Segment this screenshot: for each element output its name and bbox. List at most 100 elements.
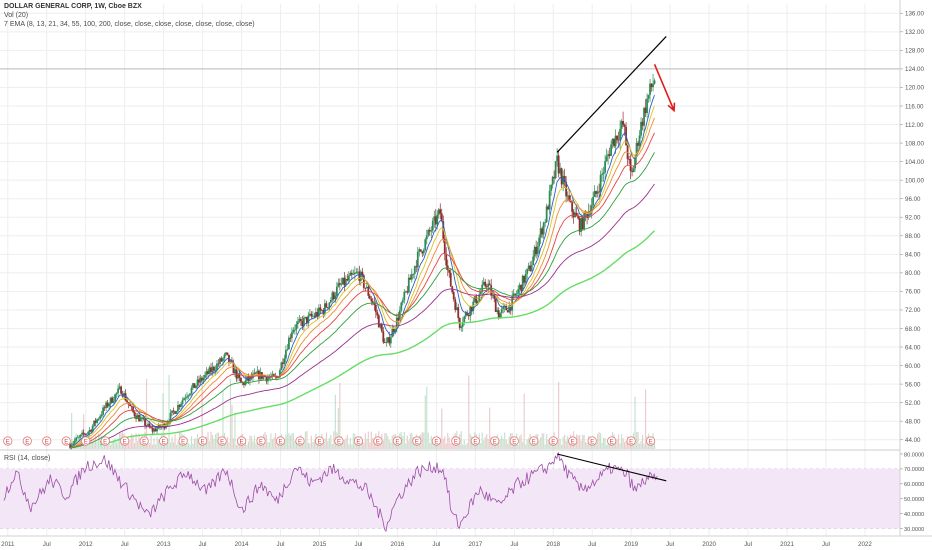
volume-bar xyxy=(228,442,230,449)
volume-bar xyxy=(225,440,227,449)
volume-bar xyxy=(408,440,410,449)
candle xyxy=(133,411,136,419)
rsi-divergence-line[interactable] xyxy=(557,453,667,482)
candle xyxy=(192,382,194,390)
time-tick-label: 2018 xyxy=(546,541,560,548)
earnings-marker[interactable]: E xyxy=(509,436,519,446)
earnings-marker[interactable]: E xyxy=(217,436,227,446)
earnings-marker[interactable]: E xyxy=(100,436,110,446)
volume-bar xyxy=(273,437,275,449)
volume-bar xyxy=(423,432,425,449)
rsi-tick-label: 70.0000 xyxy=(904,467,924,473)
candle xyxy=(178,404,181,410)
volume-bar xyxy=(105,443,107,449)
candle xyxy=(536,241,539,257)
candle xyxy=(253,368,256,375)
volume-bar xyxy=(333,431,335,449)
price-tick-label: 68.00 xyxy=(905,326,921,333)
svg-text:E: E xyxy=(220,440,224,446)
earnings-marker[interactable]: E xyxy=(431,436,441,446)
earnings-marker[interactable]: E xyxy=(548,436,558,446)
svg-text:E: E xyxy=(45,440,49,446)
earnings-marker[interactable]: E xyxy=(159,436,169,446)
earnings-marker[interactable]: E xyxy=(295,436,305,446)
candle xyxy=(190,385,193,396)
rsi-axis[interactable]: 30.0000 40.0000 50.0000 60.0000 70.0000 80.00… xyxy=(900,452,924,533)
price-axis[interactable]: 44.00 48.00 52.00 56.00 60.00 64.00 68.00 72.00… xyxy=(899,0,932,550)
svg-text:E: E xyxy=(610,440,614,446)
earnings-marker[interactable]: E xyxy=(120,436,130,446)
rsi-indicator-label[interactable]: RSI (14, close) xyxy=(4,455,51,462)
candle xyxy=(409,274,412,280)
earnings-marker[interactable]: E xyxy=(275,436,286,446)
time-axis[interactable]: 2011 Jul 2012 Jul 2013 Jul 2014 Jul 2015 Jul 2016 J… xyxy=(0,535,932,548)
earnings-marker[interactable]: E xyxy=(392,436,403,446)
ema-indicator-label[interactable]: 7 EMA (8, 13, 21, 34, 55, 100, 200, clos… xyxy=(4,21,255,28)
earnings-marker[interactable]: E xyxy=(607,436,617,446)
earnings-marker[interactable]: E xyxy=(314,436,325,446)
earnings-marker[interactable]: E xyxy=(587,436,597,446)
candle xyxy=(424,237,427,252)
candle xyxy=(427,228,430,238)
volume-indicator-label[interactable]: Vol (20) xyxy=(4,12,29,19)
candle xyxy=(103,405,106,411)
earnings-marker[interactable]: E xyxy=(22,436,32,446)
candle xyxy=(349,270,352,276)
svg-text:E: E xyxy=(64,440,68,446)
earnings-marker[interactable]: E xyxy=(568,436,578,446)
candle xyxy=(234,366,236,377)
time-tick-label: 2014 xyxy=(235,541,249,548)
candle xyxy=(73,438,76,446)
earnings-marker[interactable]: E xyxy=(256,436,266,446)
volume-bar xyxy=(625,440,627,449)
earnings-marker[interactable]: E xyxy=(61,436,71,446)
candle xyxy=(229,359,232,364)
candle xyxy=(610,140,612,157)
volume-bar xyxy=(568,440,570,449)
price-tick-label: 132.00 xyxy=(905,29,924,36)
volume-bar xyxy=(168,374,170,449)
volume-bars xyxy=(69,374,656,449)
earnings-marker[interactable]: E xyxy=(353,436,364,446)
earnings-marker[interactable]: E xyxy=(490,436,500,446)
svg-text:E: E xyxy=(337,440,341,446)
earnings-marker[interactable]: E xyxy=(412,436,422,446)
candle xyxy=(560,167,563,188)
volume-bar xyxy=(522,441,524,449)
candle xyxy=(440,208,443,222)
svg-text:E: E xyxy=(590,440,594,446)
volume-bar xyxy=(619,443,621,449)
volume-bar xyxy=(363,442,365,449)
earnings-marker[interactable]: E xyxy=(646,436,656,446)
earnings-marker[interactable]: E xyxy=(529,436,539,446)
earnings-marker[interactable]: E xyxy=(236,436,247,446)
volume-bar xyxy=(334,394,336,449)
volume-bar xyxy=(127,443,130,449)
candle xyxy=(153,425,155,436)
earnings-marker[interactable]: E xyxy=(139,436,149,446)
earnings-marker[interactable]: E xyxy=(470,436,480,446)
ema-21-line xyxy=(70,117,655,449)
earnings-marker[interactable]: E xyxy=(3,436,13,446)
earnings-marker[interactable]: E xyxy=(81,436,91,446)
volume-bar xyxy=(607,439,609,449)
earnings-marker[interactable]: E xyxy=(42,436,52,446)
earnings-marker[interactable]: E xyxy=(373,436,383,446)
earnings-marker[interactable]: E xyxy=(451,436,461,446)
volume-bar xyxy=(98,433,100,449)
candle xyxy=(223,352,226,362)
earnings-marker[interactable]: E xyxy=(334,436,344,446)
earnings-marker[interactable]: E xyxy=(178,436,188,446)
volume-bar xyxy=(487,438,489,449)
candle xyxy=(653,78,656,85)
svg-text:E: E xyxy=(317,440,321,446)
volume-bar xyxy=(258,442,260,449)
down-arrow-annotation[interactable] xyxy=(653,63,676,113)
earnings-marker[interactable]: E xyxy=(626,436,636,446)
earnings-marker[interactable]: E xyxy=(197,436,208,446)
candle xyxy=(111,395,113,404)
price-trend-line[interactable] xyxy=(556,36,667,153)
svg-text:E: E xyxy=(279,440,283,446)
